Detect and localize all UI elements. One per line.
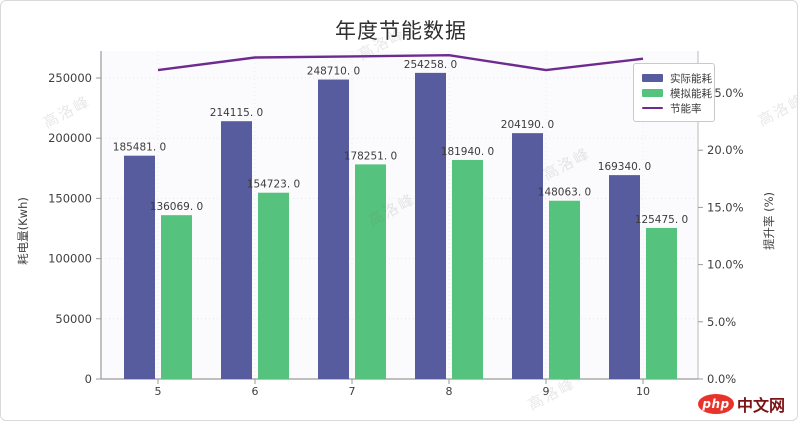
x-tick-label: 6 <box>252 385 259 398</box>
y-right-tick-label: 5.0% <box>707 315 736 329</box>
actual-energy-bar <box>415 72 446 380</box>
bar-value-label: 136069. 0 <box>150 201 203 213</box>
legend-item-actual-energy: 实际能耗 <box>634 71 714 85</box>
bar-value-label: 185481. 0 <box>113 142 166 154</box>
actual-energy-bar <box>318 79 349 379</box>
bar-value-label: 178251. 0 <box>344 150 397 162</box>
y-left-tick-label: 100000 <box>48 252 92 266</box>
y-right-tick-label: 20.0% <box>707 143 744 157</box>
x-tick-label: 9 <box>543 385 550 398</box>
actual-energy-bar <box>512 133 543 379</box>
simulated-energy-bar <box>646 227 677 379</box>
chart-title: 年度节能数据 <box>335 19 467 43</box>
y-right-tick-label: 10.0% <box>707 258 744 272</box>
bar-value-label: 148063. 0 <box>538 187 591 199</box>
y-left-tick-label: 200000 <box>48 131 92 145</box>
legend-item-simulated-energy: 模拟能耗 <box>634 86 714 100</box>
simulated-energy-bar <box>355 164 386 379</box>
actual-energy-bar <box>609 175 640 379</box>
actual-energy-swatch <box>642 74 663 82</box>
bar-value-label: 169340. 0 <box>598 161 651 173</box>
bar-value-label: 214115. 0 <box>210 107 263 119</box>
y-right-tick-label: 25.0% <box>707 86 744 100</box>
bar-value-label: 125475. 0 <box>635 214 688 226</box>
bar-value-label: 248710. 0 <box>307 66 360 78</box>
actual-energy-bar <box>124 155 155 379</box>
bar-value-label: 154723. 0 <box>247 179 300 191</box>
x-tick-label: 8 <box>446 385 453 398</box>
y-right-tick-label: 15.0% <box>707 200 744 214</box>
y-left-tick-label: 150000 <box>48 191 92 205</box>
y-right-tick-label: 0.0% <box>707 372 736 386</box>
actual-energy-bar <box>221 121 252 380</box>
simulated-energy-bar <box>452 159 483 379</box>
php-logo-cn-text: 中文网 <box>736 396 785 415</box>
legend-label: 模拟能耗 <box>670 87 712 100</box>
simulated-energy-swatch <box>642 89 663 97</box>
legend-label: 节能率 <box>670 102 702 115</box>
x-tick-label: 10 <box>636 385 650 398</box>
simulated-energy-bar <box>258 192 289 379</box>
bar-value-label: 181940. 0 <box>441 146 494 158</box>
bar-value-label: 254258. 0 <box>404 59 457 71</box>
php-cn-logo: php 中文网 <box>697 392 785 416</box>
x-tick-label: 5 <box>155 385 162 398</box>
bar-value-label: 204190. 0 <box>501 119 554 131</box>
x-tick-label: 7 <box>349 385 356 398</box>
y-left-tick-label: 0 <box>85 372 92 386</box>
php-logo-oval: php <box>697 394 734 414</box>
simulated-energy-bar <box>549 200 580 379</box>
legend-item-saving-rate: 节能率 <box>634 101 714 115</box>
y-axis-left-label: 耗电量(Kwh) <box>16 197 30 265</box>
saving-rate-line <box>157 54 644 72</box>
chart-legend: 实际能耗 模拟能耗 节能率 <box>633 63 715 122</box>
plot-background <box>101 51 698 379</box>
simulated-energy-bar <box>161 215 192 379</box>
saving-rate-line-swatch <box>642 106 663 110</box>
legend-label: 实际能耗 <box>670 72 712 85</box>
y-axis-right-label: 提升率 (%) <box>762 191 776 251</box>
y-left-tick-label: 50000 <box>55 312 92 326</box>
y-left-tick-label: 250000 <box>48 71 92 85</box>
